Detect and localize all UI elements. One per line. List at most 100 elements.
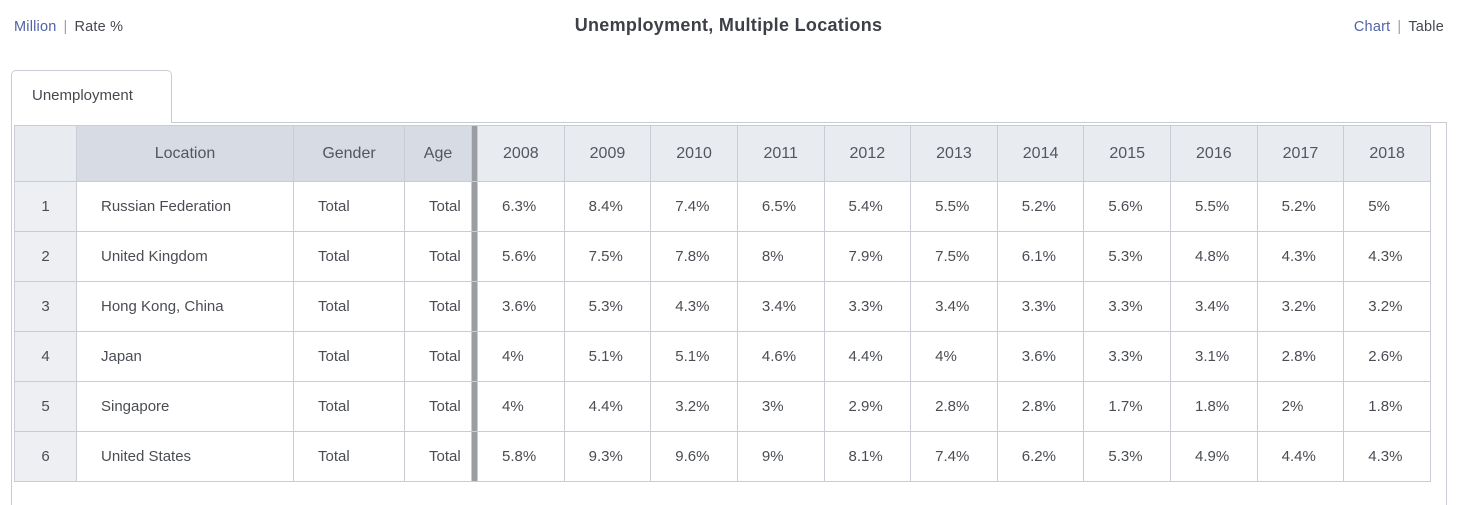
page-title: Unemployment, Multiple Locations bbox=[574, 15, 883, 35]
cell-value: 7.9% bbox=[823, 231, 912, 282]
cell-gender: Total bbox=[293, 331, 405, 382]
cell-value: 5.1% bbox=[563, 331, 652, 382]
cell-value: 8.1% bbox=[823, 431, 912, 482]
cell-value: 4.9% bbox=[1170, 431, 1258, 482]
cell-value: 4.4% bbox=[1256, 431, 1345, 482]
cell-value: 8.4% bbox=[563, 181, 652, 232]
cell-value: 2.8% bbox=[1256, 331, 1345, 382]
cell-location: Japan bbox=[76, 331, 294, 382]
row-index: 5 bbox=[14, 381, 77, 432]
header-year-2014: 2014 bbox=[996, 125, 1085, 182]
view-option-table[interactable]: Table bbox=[1408, 19, 1444, 35]
cell-value: 3.3% bbox=[996, 281, 1085, 332]
cell-value: 2% bbox=[1256, 381, 1345, 432]
cell-value: 5.2% bbox=[1256, 181, 1345, 232]
cell-value: 5.3% bbox=[1083, 431, 1171, 482]
table-panel: Location Gender Age 2008 2009 2010 2011 2012 201… bbox=[11, 122, 1447, 505]
cell-location: United States bbox=[76, 431, 294, 482]
table-row: 2 United Kingdom Total Total 5.6% 7.5% 7.8% 8% 7… bbox=[14, 231, 1431, 282]
cell-value: 3.3% bbox=[823, 281, 912, 332]
cell-value: 5.5% bbox=[1170, 181, 1258, 232]
cell-value: 4% bbox=[477, 331, 565, 382]
cell-value: 3.2% bbox=[1343, 281, 1431, 332]
cell-value: 5.5% bbox=[910, 181, 998, 232]
cell-value: 4.4% bbox=[563, 381, 652, 432]
cell-location: Hong Kong, China bbox=[76, 281, 294, 332]
view-switch-separator: | bbox=[1397, 19, 1402, 35]
cell-gender: Total bbox=[293, 281, 405, 332]
header-location: Location bbox=[76, 125, 294, 182]
unit-option-rate[interactable]: Rate % bbox=[74, 19, 124, 35]
cell-value: 1.7% bbox=[1083, 381, 1171, 432]
row-index: 6 bbox=[14, 431, 77, 482]
cell-value: 3.1% bbox=[1170, 331, 1258, 382]
cell-value: 5.6% bbox=[1083, 181, 1171, 232]
header-year-2017: 2017 bbox=[1256, 125, 1345, 182]
cell-value: 9% bbox=[736, 431, 825, 482]
cell-value: 4.6% bbox=[736, 331, 825, 382]
cell-value: 5.1% bbox=[650, 331, 738, 382]
view-switch: Chart | Table bbox=[1354, 19, 1444, 35]
cell-age: Total bbox=[404, 381, 472, 432]
header-year-2010: 2010 bbox=[650, 125, 738, 182]
table-head: Location Gender Age 2008 2009 2010 2011 2012 201… bbox=[14, 125, 1431, 182]
cell-value: 3.4% bbox=[1170, 281, 1258, 332]
table-row: 6 United States Total Total 5.8% 9.3% 9.6% 9% 8.… bbox=[14, 431, 1431, 482]
view-option-chart[interactable]: Chart bbox=[1353, 19, 1391, 35]
cell-value: 4.4% bbox=[823, 331, 912, 382]
unit-switch: Million | Rate % bbox=[14, 19, 123, 35]
header-year-2012: 2012 bbox=[823, 125, 912, 182]
header-gender: Gender bbox=[293, 125, 405, 182]
cell-value: 3.2% bbox=[1256, 281, 1345, 332]
header-year-2018: 2018 bbox=[1343, 125, 1431, 182]
cell-value: 6.2% bbox=[996, 431, 1085, 482]
table-row: 1 Russian Federation Total Total 6.3% 8.4% 7.4… bbox=[14, 181, 1431, 232]
cell-age: Total bbox=[404, 331, 472, 382]
cell-location: United Kingdom bbox=[76, 231, 294, 282]
column-divider bbox=[471, 431, 478, 482]
top-bar: Million | Rate % Unemployment, Multiple Lo… bbox=[0, 0, 1457, 62]
cell-value: 9.3% bbox=[563, 431, 652, 482]
cell-gender: Total bbox=[293, 231, 405, 282]
unit-option-million[interactable]: Million bbox=[14, 19, 57, 35]
header-year-2011: 2011 bbox=[736, 125, 825, 182]
cell-value: 4.3% bbox=[1343, 231, 1431, 282]
cell-value: 2.6% bbox=[1343, 331, 1431, 382]
cell-value: 5.8% bbox=[477, 431, 565, 482]
unit-switch-separator: | bbox=[63, 19, 68, 35]
cell-value: 3.4% bbox=[910, 281, 998, 332]
cell-value: 5.3% bbox=[1083, 231, 1171, 282]
cell-age: Total bbox=[404, 231, 472, 282]
cell-age: Total bbox=[404, 181, 472, 232]
header-year-2008: 2008 bbox=[477, 125, 565, 182]
cell-value: 7.5% bbox=[563, 231, 652, 282]
cell-value: 2.9% bbox=[823, 381, 912, 432]
cell-value: 7.5% bbox=[910, 231, 998, 282]
cell-gender: Total bbox=[293, 381, 405, 432]
table-row: 3 Hong Kong, China Total Total 3.6% 5.3% 4.3% 3… bbox=[14, 281, 1431, 332]
cell-age: Total bbox=[404, 281, 472, 332]
cell-value: 4.8% bbox=[1170, 231, 1258, 282]
cell-value: 3.2% bbox=[650, 381, 738, 432]
cell-value: 3.6% bbox=[996, 331, 1085, 382]
cell-value: 7.4% bbox=[910, 431, 998, 482]
cell-value: 2.8% bbox=[910, 381, 998, 432]
header-year-2009: 2009 bbox=[563, 125, 652, 182]
cell-value: 4.3% bbox=[1256, 231, 1345, 282]
tab-unemployment[interactable]: Unemployment bbox=[11, 70, 172, 123]
cell-age: Total bbox=[404, 431, 472, 482]
cell-value: 3% bbox=[736, 381, 825, 432]
cell-value: 5.2% bbox=[996, 181, 1085, 232]
header-year-2016: 2016 bbox=[1170, 125, 1258, 182]
cell-value: 3.6% bbox=[477, 281, 565, 332]
cell-value: 6.3% bbox=[477, 181, 565, 232]
cell-value: 7.4% bbox=[650, 181, 738, 232]
cell-value: 4% bbox=[910, 331, 998, 382]
cell-value: 7.8% bbox=[650, 231, 738, 282]
header-year-2013: 2013 bbox=[910, 125, 998, 182]
cell-value: 9.6% bbox=[650, 431, 738, 482]
cell-value: 8% bbox=[736, 231, 825, 282]
row-index: 2 bbox=[14, 231, 77, 282]
cell-value: 3.3% bbox=[1083, 331, 1171, 382]
cell-value: 4% bbox=[477, 381, 565, 432]
